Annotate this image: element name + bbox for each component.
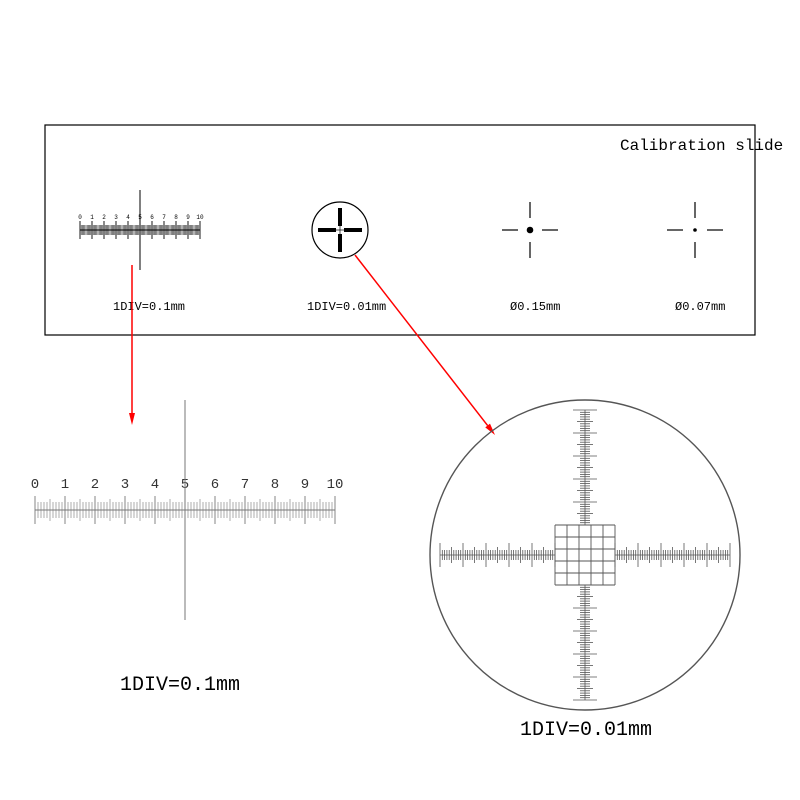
ruler-number: 9	[186, 214, 190, 221]
ruler-number: 1	[61, 477, 69, 493]
ruler-number: 0	[78, 214, 82, 221]
pattern2-label: 1DIV=0.01mm	[307, 300, 386, 314]
pattern1-label: 1DIV=0.1mm	[113, 300, 185, 314]
ruler-number: 9	[301, 477, 309, 493]
calibration-slide-diagram: Calibration slide0123456789101DIV=0.1mm1…	[0, 0, 800, 800]
ruler-number: 7	[162, 214, 166, 221]
ruler-number: 8	[271, 477, 279, 493]
ruler-number: 7	[241, 477, 249, 493]
ruler-number: 2	[102, 214, 106, 221]
ruler-number: 4	[126, 214, 130, 221]
ruler-number: 6	[150, 214, 154, 221]
detail1-label: 1DIV=0.1mm	[120, 674, 240, 697]
ruler-number: 3	[121, 477, 129, 493]
ruler-number: 2	[91, 477, 99, 493]
ruler-number: 0	[31, 477, 39, 493]
ruler-number: 8	[174, 214, 178, 221]
pattern-dot-015-label: Ø0.15mm	[510, 300, 560, 314]
pattern-cross-circle	[312, 202, 368, 258]
detail2-label: 1DIV=0.01mm	[520, 719, 652, 742]
slide-title: Calibration slide	[620, 137, 783, 155]
ruler-number: 10	[327, 477, 344, 493]
ruler-number: 4	[151, 477, 159, 493]
ruler-number: 1	[90, 214, 94, 221]
pattern-dot-007-label: Ø0.07mm	[675, 300, 725, 314]
ruler-number: 3	[114, 214, 118, 221]
ruler-number: 10	[196, 214, 204, 221]
ruler-number: 6	[211, 477, 219, 493]
